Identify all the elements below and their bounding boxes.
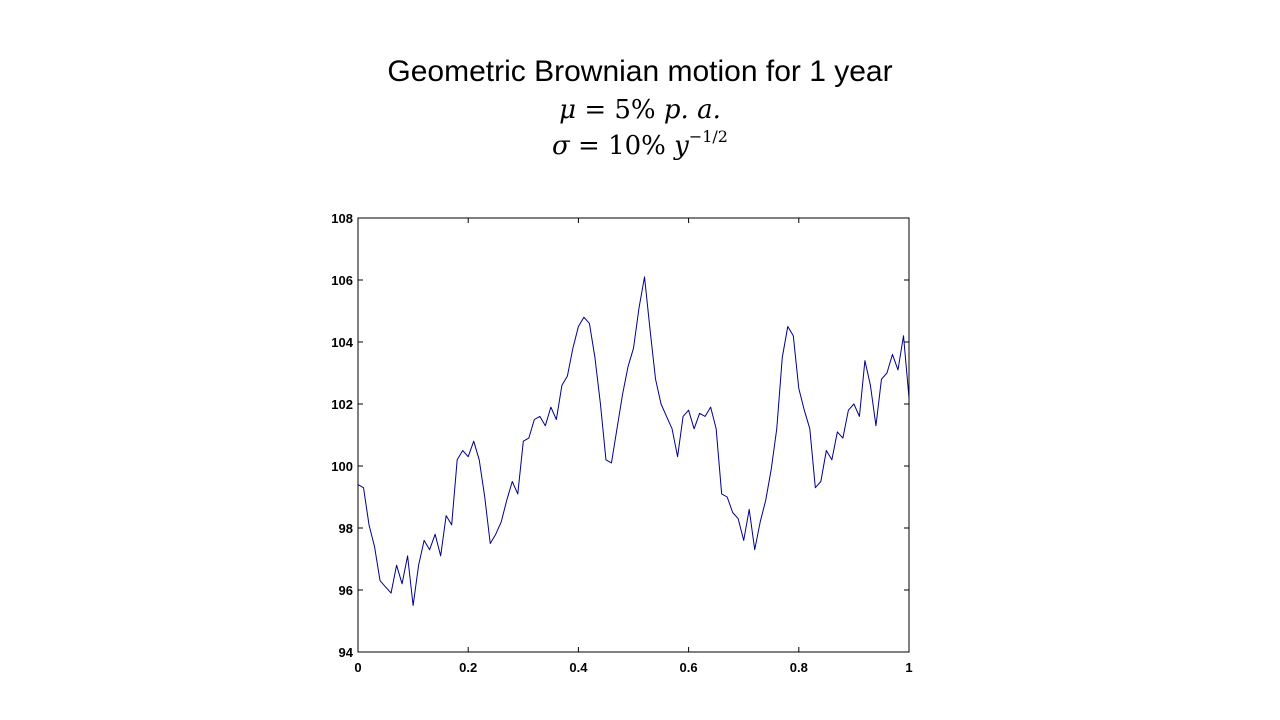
sigma-unit: y <box>674 131 689 161</box>
x-tick-label: 1 <box>905 660 912 675</box>
sigma-expression: = 10% <box>569 131 675 161</box>
y-tick-label: 98 <box>339 521 353 536</box>
y-tick-label: 108 <box>331 211 353 226</box>
chart-title-block: Geometric Brownian motion for 1 year μ =… <box>340 52 940 164</box>
y-tick-label: 96 <box>339 583 353 598</box>
sigma-exponent: −1/2 <box>688 127 728 146</box>
x-tick-label: 0.2 <box>459 660 477 675</box>
y-tick-label: 106 <box>331 273 353 288</box>
sigma-formula: σ = 10% y−1/2 <box>340 128 940 164</box>
tick-labels-layer: 0 0.2 0.4 0.6 0.8 1 94 96 98 100 102 104 106 108 <box>331 211 912 675</box>
x-tick-label: 0.6 <box>680 660 698 675</box>
chart-title: Geometric Brownian motion for 1 year <box>387 55 893 88</box>
y-tick-label: 104 <box>331 335 353 350</box>
series-line <box>357 276 910 606</box>
plot-frame <box>357 217 910 653</box>
mu-unit: p. a. <box>663 95 721 125</box>
sigma-symbol: σ <box>552 131 570 161</box>
mu-symbol: μ <box>559 95 577 125</box>
y-tick-label: 94 <box>339 645 354 660</box>
y-tick-label: 102 <box>331 397 353 412</box>
x-tick-label: 0.8 <box>790 660 808 675</box>
ticks-layer <box>357 217 910 653</box>
series-layer <box>357 276 910 606</box>
y-tick-label: 100 <box>331 459 353 474</box>
x-tick-label: 0 <box>354 660 361 675</box>
mu-expression: = 5% <box>576 95 664 125</box>
mu-formula: μ = 5% p. a. <box>340 92 940 128</box>
x-tick-label: 0.4 <box>569 660 588 675</box>
